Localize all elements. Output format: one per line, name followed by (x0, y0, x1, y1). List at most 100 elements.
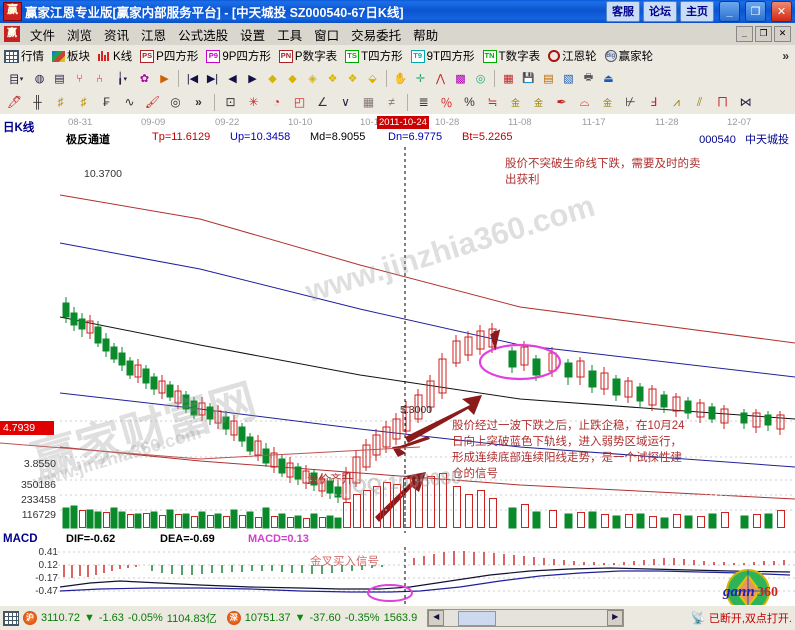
menu-item-news[interactable]: 资讯 (104, 28, 130, 43)
kline-button[interactable]: K线 (94, 48, 136, 64)
scroll-left-button[interactable]: ◀ (428, 610, 445, 626)
mdi-restore-button[interactable]: ❐ (755, 26, 772, 42)
macd-pane[interactable]: 金叉买入信号 (0, 547, 795, 606)
gold-tool-2-button[interactable]: ♯ (73, 92, 94, 112)
bar-tool-1-button[interactable]: ⑂ (70, 69, 89, 88)
customer-service-button[interactable]: 客服 (606, 1, 640, 22)
scroll-right-button[interactable]: ▶ (607, 610, 624, 626)
gold-angle-tool-button[interactable]: ⩘ (666, 92, 687, 112)
menu-item-browse[interactable]: 浏览 (67, 28, 93, 43)
connection-status[interactable]: 📡 已断开,双点打开. (691, 610, 795, 626)
ink-tool-button[interactable]: ✒ (551, 92, 572, 112)
price-pane[interactable]: 10.3700 5.3000 股价不突破生命线下跌，需要及时的卖 出获利 股价经… (0, 147, 795, 533)
ladder-tool-button[interactable]: ≣ (413, 92, 434, 112)
gold-tool-1-button[interactable]: ♯ (50, 92, 71, 112)
toolbar-drawing-overflow[interactable]: » (188, 92, 209, 112)
p-number-table-button[interactable]: PN P数字表 (275, 48, 341, 64)
diamond-4-button[interactable]: ❖ (323, 69, 342, 88)
t-number-table-button[interactable]: TN T数字表 (479, 48, 545, 64)
save-tool-button[interactable]: 💾 (519, 69, 538, 88)
diamond-2-button[interactable]: ◆ (283, 69, 302, 88)
next-page-button[interactable]: ▶ (243, 69, 262, 88)
bar-tool-2-button[interactable]: ⑃ (90, 69, 109, 88)
mesh-tool-button[interactable]: ▦ (358, 92, 379, 112)
wave-tool-button[interactable]: ∿ (119, 92, 140, 112)
zigzag-tool-button[interactable]: ⋀ (431, 69, 450, 88)
percent-line-tool-button[interactable]: ≒ (482, 92, 503, 112)
last-page-button[interactable]: ▶| (203, 69, 222, 88)
gold-circle-tool-button[interactable]: 金 (505, 92, 526, 112)
gold-line-tool-button[interactable]: 金 (528, 92, 549, 112)
forum-button[interactable]: 论坛 (643, 1, 677, 22)
circle-tool-button[interactable]: ◎ (165, 92, 186, 112)
diamond-5-button[interactable]: ❖ (343, 69, 362, 88)
candle-tool-button[interactable]: ╽ ▾ (116, 73, 128, 85)
diamond-6-button[interactable]: ⬙ (363, 69, 382, 88)
9p-square-button[interactable]: P9 9P四方形 (202, 48, 275, 64)
angle-tool-button[interactable]: ∠ (312, 92, 333, 112)
red-angle-tool-button[interactable]: ⨅ (712, 92, 733, 112)
chart-area[interactable]: 日K线 MACD 08-31 09-09 09-22 10-10 10-19 2… (0, 114, 795, 613)
9t-square-button[interactable]: T9 9T四方形 (407, 48, 479, 64)
scroll-thumb[interactable] (458, 610, 497, 626)
menu-item-file[interactable]: 文件 (30, 28, 56, 43)
menu-item-tools[interactable]: 工具 (277, 28, 303, 43)
mdi-minimize-button[interactable]: _ (736, 26, 753, 42)
f-tool-button[interactable]: ₣ (96, 92, 117, 112)
palette-tool-button[interactable]: ✿ (135, 69, 154, 88)
quotes-grid-icon[interactable] (3, 610, 19, 626)
menu-item-window[interactable]: 窗口 (314, 28, 340, 43)
arc-fan-tool-button[interactable]: ◔ (266, 92, 287, 112)
f-angle-tool-button[interactable]: Ⅎ (643, 92, 664, 112)
gold-under-tool-button[interactable]: 金 (597, 92, 618, 112)
arc-red-tool-button[interactable]: ⌓ (574, 92, 595, 112)
p-square-button[interactable]: PS P四方形 (136, 48, 202, 64)
horizontal-scrollbar[interactable]: ◀ ▶ (427, 609, 625, 627)
brush-tool-button[interactable]: 🖌 (142, 92, 163, 112)
spiral-tool-button[interactable]: ◎ (471, 69, 490, 88)
t-square-button[interactable]: TS T四方形 (341, 48, 407, 64)
list-tool-button[interactable]: ▤ (539, 69, 558, 88)
hand-tool-button[interactable]: ✋ (391, 69, 410, 88)
prev-page-button[interactable]: ◀ (223, 69, 242, 88)
menu-item-gann[interactable]: 江恩 (141, 28, 167, 43)
page-dropdown-button[interactable]: 目 ▾ (3, 69, 29, 88)
box-fan-tool-button[interactable]: ◰ (289, 92, 310, 112)
percent-red-tool-button[interactable]: ％ (436, 92, 457, 112)
first-page-button[interactable]: |◀ (183, 69, 202, 88)
exit-tool-button[interactable]: ⏏ (599, 69, 618, 88)
four-angle-tool-button[interactable]: ⋈ (735, 92, 756, 112)
toolbar-main-overflow[interactable]: » (782, 49, 789, 63)
pen-tool-button[interactable]: 🖊 (4, 92, 25, 112)
minimize-button[interactable]: _ (719, 1, 740, 22)
print-tool-button[interactable]: 🖶 (579, 69, 598, 88)
gann-wheel-button[interactable]: 江恩轮 (544, 48, 601, 64)
close-button[interactable]: ✕ (771, 1, 792, 22)
winner-wheel-button[interactable]: Big 赢家轮 (601, 48, 658, 64)
homepage-button[interactable]: 主页 (680, 1, 714, 22)
net-tool-button[interactable]: ▩ (451, 69, 470, 88)
globe-tool-button[interactable]: ◍ (30, 69, 49, 88)
menu-item-formula-screen[interactable]: 公式选股 (178, 28, 229, 43)
quotes-button[interactable]: 行情 (0, 48, 48, 64)
menu-item-help[interactable]: 帮助 (413, 28, 439, 43)
zigzag-line-tool-button[interactable]: ∨ (335, 92, 356, 112)
half-angle-tool-button[interactable]: ⊬ (620, 92, 641, 112)
play-tool-button[interactable]: ▶ (155, 69, 174, 88)
square-frame-tool-button[interactable]: ⊡ (220, 92, 241, 112)
menu-item-trade[interactable]: 交易委托 (351, 28, 402, 43)
diamond-1-button[interactable]: ◆ (263, 69, 282, 88)
stack-angle-tool-button[interactable]: ⫽ (689, 92, 710, 112)
crosshair-tool-button[interactable]: ✛ (411, 69, 430, 88)
red-fan-tool-button[interactable]: ✳ (243, 92, 264, 112)
slope-tool-button[interactable]: ≠ (381, 92, 402, 112)
calendar-tool-button[interactable]: ▦ (499, 69, 518, 88)
diamond-3-button[interactable]: ◈ (303, 69, 322, 88)
document-tool-button[interactable]: ▤ (50, 69, 69, 88)
fan-grid-tool-button[interactable]: ╫ (27, 92, 48, 112)
maximize-button[interactable]: ❐ (745, 1, 766, 22)
menu-item-settings[interactable]: 设置 (240, 28, 266, 43)
color-tool-button[interactable]: ▧ (559, 69, 578, 88)
sector-button[interactable]: 板块 (48, 48, 94, 64)
mdi-close-button[interactable]: ✕ (774, 26, 791, 42)
